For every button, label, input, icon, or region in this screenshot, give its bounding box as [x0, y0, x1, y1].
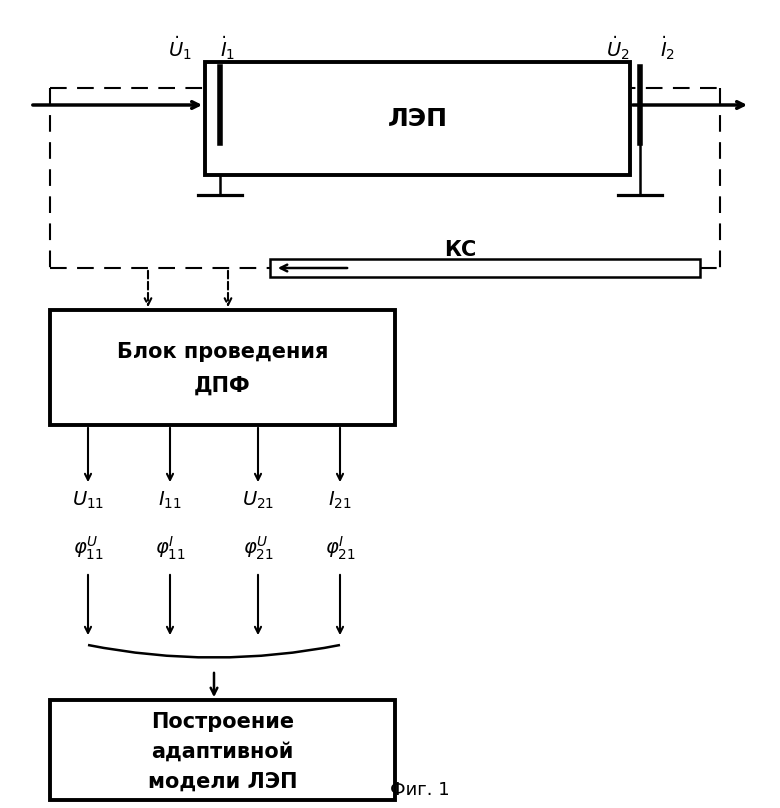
Text: $\dot{I}_1$: $\dot{I}_1$: [220, 34, 236, 62]
Text: ЛЭП: ЛЭП: [388, 107, 448, 131]
Text: модели ЛЭП: модели ЛЭП: [147, 772, 297, 792]
Text: $I_{11}$: $I_{11}$: [158, 490, 182, 511]
Text: $U_{21}$: $U_{21}$: [242, 490, 274, 511]
Text: $\varphi^{I}_{21}$: $\varphi^{I}_{21}$: [324, 534, 356, 562]
Text: КС: КС: [444, 240, 476, 260]
Text: адаптивной: адаптивной: [151, 742, 294, 762]
Text: $\varphi^{U}_{11}$: $\varphi^{U}_{11}$: [73, 534, 104, 562]
Text: ДПФ: ДПФ: [194, 376, 251, 395]
Bar: [205, 62, 630, 175]
Text: $U_{11}$: $U_{11}$: [72, 490, 105, 511]
Text: $\varphi^{U}_{21}$: $\varphi^{U}_{21}$: [243, 534, 274, 562]
Text: $\dot{U}_1$: $\dot{U}_1$: [168, 34, 192, 62]
Text: Блок проведения: Блок проведения: [117, 343, 328, 363]
Text: $\dot{U}_2$: $\dot{U}_2$: [606, 34, 630, 62]
Bar: [270, 259, 700, 277]
Text: Фиг. 1: Фиг. 1: [390, 781, 450, 799]
Bar: [50, 700, 395, 800]
Bar: [50, 310, 395, 425]
Text: $\dot{I}_2$: $\dot{I}_2$: [661, 34, 675, 62]
Text: $I_{21}$: $I_{21}$: [328, 490, 352, 511]
Text: $\varphi^{I}_{11}$: $\varphi^{I}_{11}$: [154, 534, 186, 562]
Text: Построение: Построение: [151, 712, 294, 732]
